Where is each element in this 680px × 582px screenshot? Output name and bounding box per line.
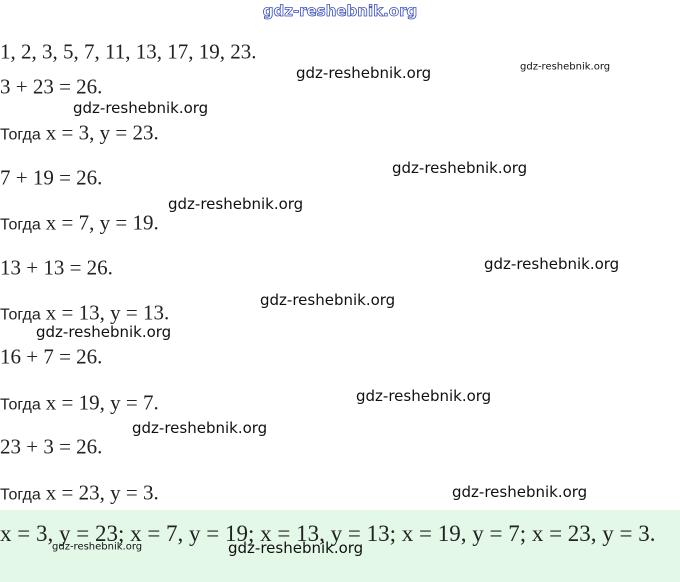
line-math: x = 23, y = 3. [45, 480, 159, 505]
line-math: 3 + 23 = 26. [0, 74, 103, 99]
solution-line: Тогда x = 23, y = 3. [0, 481, 159, 506]
line-prefix: Тогда [0, 126, 41, 144]
line-prefix: Тогда [0, 306, 41, 324]
solution-line: Тогда x = 7, y = 19. [0, 211, 159, 236]
line-math: x = 7, y = 19. [45, 210, 159, 235]
watermark: gdz-reshebnik.org [520, 61, 611, 73]
solution-line: 23 + 3 = 26. [0, 435, 102, 460]
solution-line: Тогда x = 19, y = 7. [0, 391, 159, 416]
watermark: gdz-reshebnik.org [356, 387, 492, 405]
solution-line: 13 + 13 = 26. [0, 256, 113, 281]
site-header: gdz-reshebnik.org [262, 2, 418, 21]
watermark: gdz-reshebnik.org [168, 195, 304, 213]
line-math: x = 3, y = 23. [45, 120, 159, 145]
solution-line: 1, 2, 3, 5, 7, 11, 13, 17, 19, 23. [0, 40, 256, 65]
solution-line: 16 + 7 = 26. [0, 345, 102, 370]
answer: x = 3, y = 23; x = 7, y = 19; x = 13, y … [0, 521, 656, 546]
line-math: 7 + 19 = 26. [0, 165, 103, 190]
watermark: gdz-reshebnik.org [228, 539, 364, 557]
watermark: gdz-reshebnik.org [52, 541, 143, 553]
solution-line: Тогда x = 13, y = 13. [0, 301, 169, 326]
watermark: gdz-reshebnik.org [392, 159, 528, 177]
line-math: 23 + 3 = 26. [0, 434, 103, 459]
line-math: 1, 2, 3, 5, 7, 11, 13, 17, 19, 23. [0, 39, 257, 64]
line-prefix: Тогда [0, 486, 41, 504]
watermark: gdz-reshebnik.org [452, 483, 588, 501]
watermark: gdz-reshebnik.org [132, 419, 268, 437]
line-prefix: Тогда [0, 396, 41, 414]
line-math: x = 13, y = 13. [45, 300, 170, 325]
line-math: x = 19, y = 7. [45, 390, 159, 415]
solution-line: Тогда x = 3, y = 23. [0, 121, 159, 146]
line-math: 16 + 7 = 26. [0, 344, 103, 369]
watermark: gdz-reshebnik.org [260, 291, 396, 309]
solution-line: 3 + 23 = 26. [0, 75, 102, 100]
watermark: gdz-reshebnik.org [73, 99, 209, 117]
line-math: 13 + 13 = 26. [0, 255, 113, 280]
watermark: gdz-reshebnik.org [484, 255, 620, 273]
line-prefix: Тогда [0, 216, 41, 234]
solution-line: 7 + 19 = 26. [0, 166, 102, 191]
answer-box: x = 3, y = 23; x = 7, y = 19; x = 13, y … [0, 510, 680, 582]
watermark: gdz-reshebnik.org [36, 323, 172, 341]
watermark: gdz-reshebnik.org [296, 64, 432, 82]
